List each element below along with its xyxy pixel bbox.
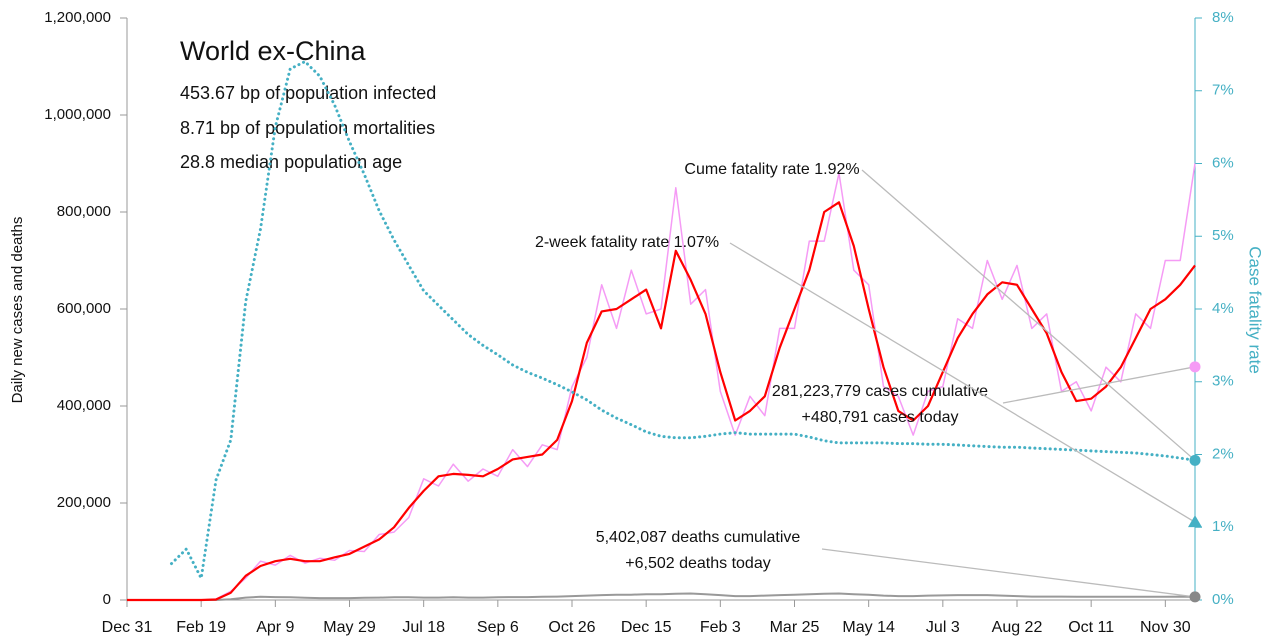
y-tick-label: 1,000,000 xyxy=(44,106,111,123)
y2-tick-label: 6% xyxy=(1212,154,1234,171)
info-line: 28.8 median population age xyxy=(180,152,402,172)
x-tick-label: Apr 9 xyxy=(256,619,294,636)
y-tick-label: 1,200,000 xyxy=(44,9,111,26)
annotation: 5,402,087 deaths cumulative xyxy=(596,529,801,546)
annotation: +480,791 cases today xyxy=(801,409,958,426)
annotation: +6,502 deaths today xyxy=(625,555,770,572)
x-tick-label: May 29 xyxy=(323,619,376,636)
annotation: 281,223,779 cases cumulative xyxy=(772,383,988,400)
connector xyxy=(861,169,1196,461)
y2-tick-label: 5% xyxy=(1212,227,1234,244)
y-axis-label: Daily new cases and deaths xyxy=(9,217,26,404)
x-tick-label: Feb 3 xyxy=(700,619,741,636)
info-line: 8.71 bp of population mortalities xyxy=(180,118,435,138)
marker xyxy=(1188,515,1202,528)
connector xyxy=(729,242,1196,523)
marker xyxy=(1189,591,1201,603)
info-line: 453.67 bp of population infected xyxy=(180,83,436,103)
x-tick-label: Oct 26 xyxy=(548,619,595,636)
x-tick-label: Jul 3 xyxy=(926,619,960,636)
annotation: 2-week fatality rate 1.07% xyxy=(535,234,719,251)
y2-tick-label: 7% xyxy=(1212,82,1234,99)
y-tick-label: 0 xyxy=(103,591,111,608)
y2-tick-label: 8% xyxy=(1212,9,1234,26)
series-line xyxy=(170,60,1197,580)
y-tick-label: 200,000 xyxy=(57,494,111,511)
x-tick-label: Feb 19 xyxy=(176,619,226,636)
x-tick-label: Mar 25 xyxy=(770,619,820,636)
x-tick-label: Nov 30 xyxy=(1140,619,1191,636)
y-tick-label: 600,000 xyxy=(57,300,111,317)
y-tick-label: 400,000 xyxy=(57,397,111,414)
y2-tick-label: 4% xyxy=(1212,300,1234,317)
x-tick-label: Sep 6 xyxy=(477,619,519,636)
marker xyxy=(1189,454,1201,466)
x-tick-label: Dec 31 xyxy=(102,619,153,636)
y2-tick-label: 0% xyxy=(1212,591,1234,608)
connector xyxy=(1002,366,1196,404)
series-line xyxy=(127,592,1196,601)
y-tick-label: 800,000 xyxy=(57,203,111,220)
series-line xyxy=(127,201,1196,602)
x-tick-label: Dec 15 xyxy=(621,619,672,636)
y2-axis-label: Case fatality rate xyxy=(1246,246,1265,374)
y2-tick-label: 2% xyxy=(1212,445,1234,462)
info-title: World ex-China xyxy=(180,36,367,66)
x-tick-label: May 14 xyxy=(842,619,895,636)
x-tick-label: Jul 18 xyxy=(402,619,445,636)
marker xyxy=(1189,361,1201,373)
series-line xyxy=(127,163,1196,601)
x-tick-label: Oct 11 xyxy=(1068,619,1114,636)
y2-tick-label: 3% xyxy=(1212,373,1234,390)
x-tick-label: Aug 22 xyxy=(992,619,1043,636)
connector xyxy=(821,548,1196,598)
annotation: Cume fatality rate 1.92% xyxy=(684,161,859,178)
y2-tick-label: 1% xyxy=(1212,518,1234,535)
